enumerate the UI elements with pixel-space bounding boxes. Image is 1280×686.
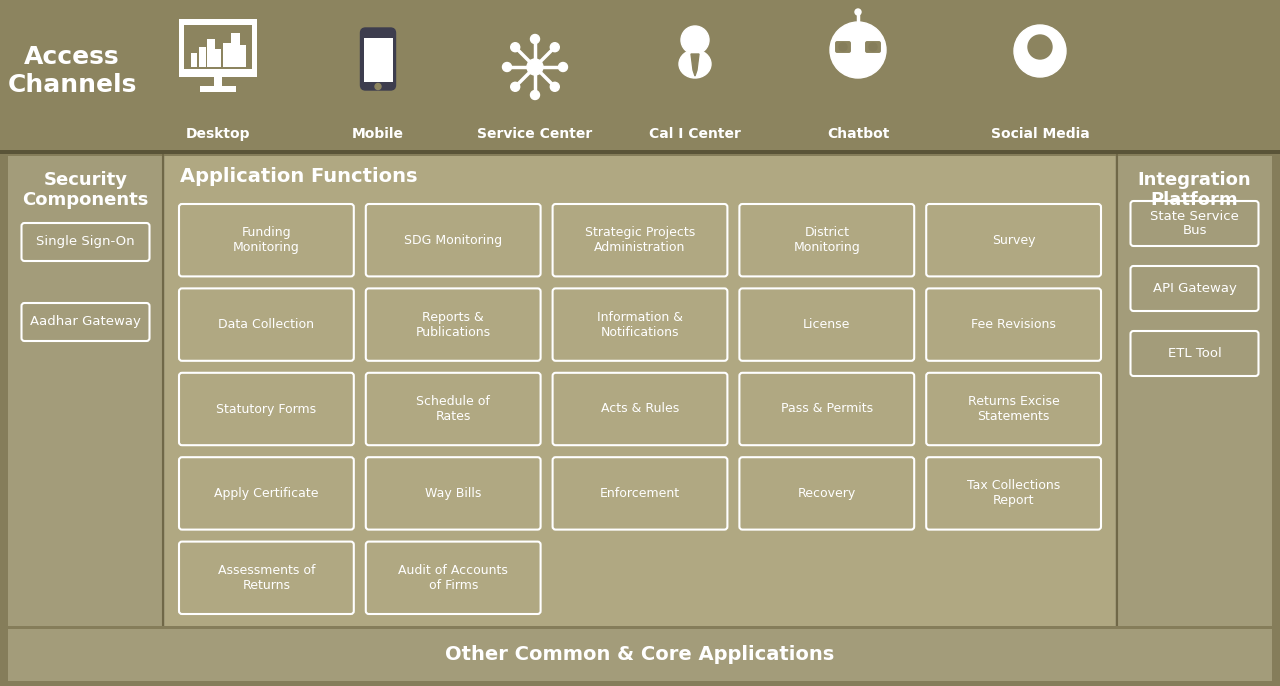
- Text: SDG Monitoring: SDG Monitoring: [404, 234, 502, 247]
- FancyBboxPatch shape: [553, 204, 727, 276]
- Text: Social Media: Social Media: [991, 127, 1089, 141]
- Text: Tax Collections
Report: Tax Collections Report: [966, 480, 1060, 508]
- Text: Security
Components: Security Components: [22, 171, 148, 209]
- Circle shape: [855, 9, 861, 15]
- FancyBboxPatch shape: [165, 156, 1115, 628]
- Text: Enforcement: Enforcement: [600, 487, 680, 500]
- FancyBboxPatch shape: [553, 457, 727, 530]
- Text: Data Collection: Data Collection: [219, 318, 315, 331]
- FancyBboxPatch shape: [1130, 266, 1258, 311]
- FancyBboxPatch shape: [239, 45, 246, 67]
- Text: Recovery: Recovery: [797, 487, 856, 500]
- FancyBboxPatch shape: [0, 0, 1280, 152]
- Text: Single Sign-On: Single Sign-On: [36, 235, 134, 248]
- Text: Service Center: Service Center: [477, 127, 593, 141]
- Circle shape: [375, 84, 381, 89]
- FancyBboxPatch shape: [184, 25, 252, 69]
- Text: Other Common & Core Applications: Other Common & Core Applications: [445, 646, 835, 665]
- Circle shape: [550, 43, 559, 51]
- Text: Audit of Accounts
of Firms: Audit of Accounts of Firms: [398, 564, 508, 592]
- FancyBboxPatch shape: [553, 372, 727, 445]
- Circle shape: [530, 91, 539, 99]
- FancyBboxPatch shape: [1130, 201, 1258, 246]
- FancyBboxPatch shape: [179, 542, 353, 614]
- Polygon shape: [1032, 65, 1044, 75]
- Circle shape: [550, 82, 559, 91]
- FancyBboxPatch shape: [740, 204, 914, 276]
- Text: Assessments of
Returns: Assessments of Returns: [218, 564, 315, 592]
- Text: Desktop: Desktop: [186, 127, 251, 141]
- FancyBboxPatch shape: [835, 40, 852, 54]
- Text: Statutory Forms: Statutory Forms: [216, 403, 316, 416]
- FancyBboxPatch shape: [361, 28, 396, 90]
- Circle shape: [530, 34, 539, 43]
- FancyBboxPatch shape: [364, 38, 393, 82]
- FancyBboxPatch shape: [22, 223, 150, 261]
- FancyBboxPatch shape: [927, 372, 1101, 445]
- FancyBboxPatch shape: [366, 457, 540, 530]
- FancyBboxPatch shape: [864, 40, 882, 54]
- Circle shape: [1014, 25, 1066, 77]
- Text: Fee Revisions: Fee Revisions: [972, 318, 1056, 331]
- Ellipse shape: [678, 50, 710, 78]
- FancyBboxPatch shape: [198, 47, 206, 67]
- Text: Strategic Projects
Administration: Strategic Projects Administration: [585, 226, 695, 255]
- Circle shape: [558, 62, 567, 71]
- FancyBboxPatch shape: [740, 457, 914, 530]
- FancyBboxPatch shape: [927, 457, 1101, 530]
- FancyBboxPatch shape: [191, 53, 197, 67]
- Text: State Service
Bus: State Service Bus: [1149, 209, 1239, 237]
- FancyBboxPatch shape: [366, 542, 540, 614]
- FancyBboxPatch shape: [22, 303, 150, 341]
- Text: Returns Excise
Statements: Returns Excise Statements: [968, 395, 1060, 423]
- FancyBboxPatch shape: [200, 86, 236, 92]
- Polygon shape: [691, 54, 699, 76]
- Text: Way Bills: Way Bills: [425, 487, 481, 500]
- Circle shape: [829, 22, 886, 78]
- Text: Aadhar Gateway: Aadhar Gateway: [29, 316, 141, 329]
- FancyBboxPatch shape: [179, 288, 353, 361]
- Circle shape: [527, 59, 543, 75]
- Text: District
Monitoring: District Monitoring: [794, 226, 860, 255]
- Circle shape: [511, 82, 520, 91]
- FancyBboxPatch shape: [179, 204, 353, 276]
- FancyBboxPatch shape: [366, 372, 540, 445]
- FancyBboxPatch shape: [223, 43, 230, 67]
- Text: Apply Certificate: Apply Certificate: [214, 487, 319, 500]
- Text: Survey: Survey: [992, 234, 1036, 247]
- Text: API Gateway: API Gateway: [1152, 282, 1236, 295]
- Text: Chatbot: Chatbot: [827, 127, 890, 141]
- FancyBboxPatch shape: [740, 372, 914, 445]
- Text: Cal I Center: Cal I Center: [649, 127, 741, 141]
- Text: Reports &
Publications: Reports & Publications: [416, 311, 490, 339]
- Circle shape: [511, 43, 520, 51]
- Text: Integration
Platform: Integration Platform: [1138, 171, 1252, 209]
- FancyBboxPatch shape: [8, 629, 1272, 681]
- FancyBboxPatch shape: [179, 19, 257, 77]
- FancyBboxPatch shape: [1130, 331, 1258, 376]
- FancyBboxPatch shape: [179, 457, 353, 530]
- FancyBboxPatch shape: [366, 288, 540, 361]
- Text: Acts & Rules: Acts & Rules: [600, 403, 680, 416]
- FancyBboxPatch shape: [207, 39, 215, 67]
- FancyBboxPatch shape: [366, 204, 540, 276]
- Text: Access
Channels: Access Channels: [8, 45, 137, 97]
- FancyBboxPatch shape: [214, 77, 221, 87]
- FancyBboxPatch shape: [927, 204, 1101, 276]
- FancyBboxPatch shape: [553, 288, 727, 361]
- FancyBboxPatch shape: [179, 372, 353, 445]
- FancyBboxPatch shape: [0, 150, 1280, 154]
- Text: Application Functions: Application Functions: [180, 167, 417, 185]
- Text: ETL Tool: ETL Tool: [1167, 347, 1221, 360]
- Circle shape: [838, 43, 847, 51]
- Circle shape: [681, 26, 709, 54]
- Text: Funding
Monitoring: Funding Monitoring: [233, 226, 300, 255]
- Text: License: License: [803, 318, 850, 331]
- Text: Schedule of
Rates: Schedule of Rates: [416, 395, 490, 423]
- FancyBboxPatch shape: [927, 288, 1101, 361]
- Text: Pass & Permits: Pass & Permits: [781, 403, 873, 416]
- Text: Information &
Notifications: Information & Notifications: [596, 311, 684, 339]
- FancyBboxPatch shape: [8, 156, 1272, 628]
- Circle shape: [869, 43, 877, 51]
